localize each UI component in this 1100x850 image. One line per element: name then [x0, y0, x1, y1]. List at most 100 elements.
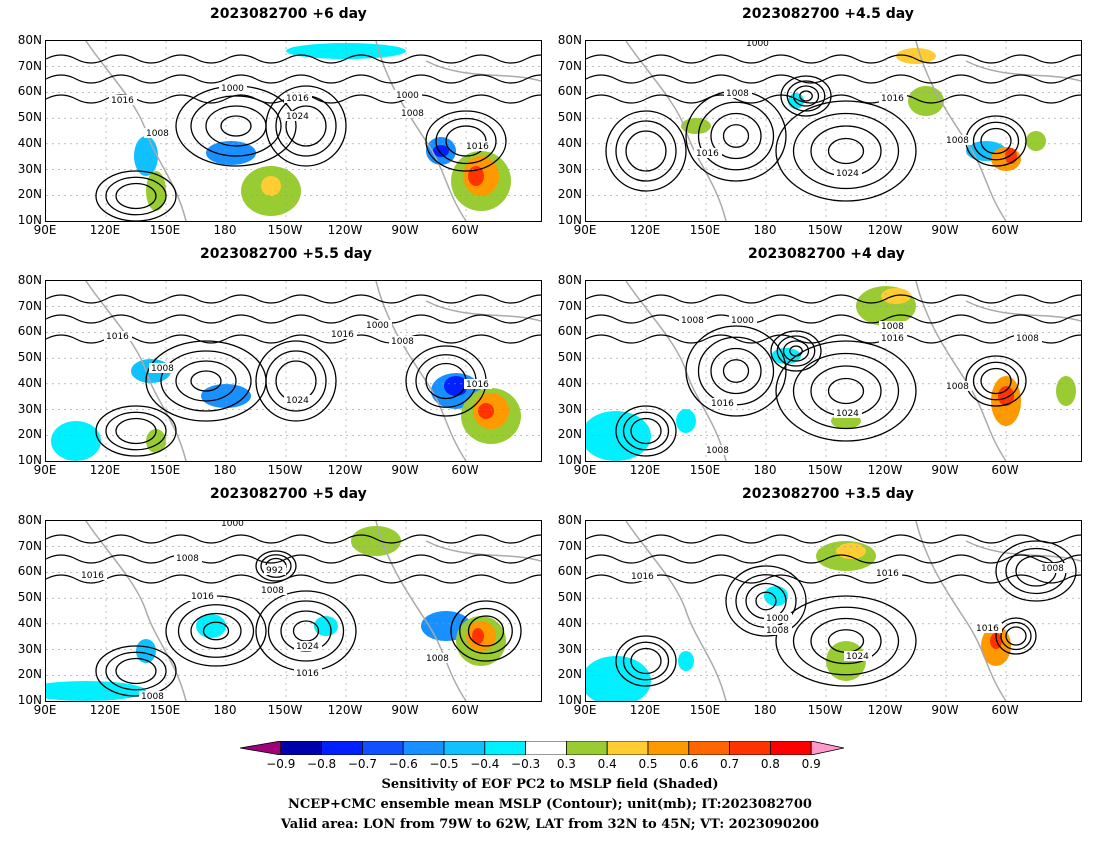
lat-tick-label: 80N: [557, 273, 582, 287]
lat-tick-label: 10N: [557, 213, 582, 227]
mslp-contour: [46, 314, 541, 324]
map-svg: 1000 1016 1024 1008 1016 1016 1000 1008: [46, 41, 541, 221]
mslp-contour: [630, 417, 662, 445]
caption-line-3: Valid area: LON from 79W to 62W, LAT fro…: [280, 817, 820, 832]
lat-tick-label: 80N: [17, 273, 42, 287]
contour-label: 1016: [976, 624, 999, 634]
mslp-contour: [255, 340, 337, 422]
mslp-contour: [775, 340, 917, 442]
lon-tick-label: 150W: [267, 703, 303, 717]
lat-tick-label: 10N: [557, 693, 582, 707]
mslp-contour: [810, 617, 882, 665]
lon-tick-label: 150E: [149, 703, 181, 717]
colorbar-segment: [565, 740, 608, 756]
sensitivity-shading: [1056, 376, 1076, 406]
mslp-contour: [450, 600, 522, 662]
colorbar-tick-label: 0.4: [597, 757, 617, 771]
lon-tick-label: 180: [213, 223, 237, 237]
mslp-contour: [792, 606, 900, 676]
lat-tick-label: 10N: [17, 453, 42, 467]
lon-tick-label: 150W: [807, 703, 843, 717]
contour-label: 1008: [401, 109, 424, 119]
contour-label: 1008: [1041, 564, 1064, 574]
contour-label: 1008: [391, 337, 414, 347]
lon-tick-label: 90W: [391, 463, 419, 477]
mslp-contour: [275, 95, 337, 157]
mslp-contour: [622, 641, 670, 681]
mslp-contour: [46, 334, 541, 344]
map-svg: 1000 1008 1016 1024 1016 1008: [586, 41, 1081, 221]
contour-label: 1000: [396, 91, 419, 101]
contour-label: 1008: [141, 692, 164, 701]
mslp-contour: [175, 360, 237, 402]
map-panel: 1016 1008 1024 1016 1000 1008 1016: [45, 280, 542, 462]
map-panel: 1016 1000 1008 1024 1016 1016 1008: [585, 520, 1082, 702]
lat-tick-label: 80N: [17, 513, 42, 527]
colorbar-segment: [239, 740, 282, 756]
lat-tick-label: 30N: [557, 401, 582, 416]
sensitivity-shading: [771, 348, 801, 364]
lon-tick-label: 180: [213, 463, 237, 477]
contour-label: 1016: [191, 592, 214, 602]
lat-tick-label: 50N: [17, 110, 42, 125]
mslp-contour: [615, 120, 677, 182]
lon-tick-label: 60W: [451, 463, 479, 477]
lon-tick-label: 90W: [931, 703, 959, 717]
caption-line-1: Sensitivity of EOF PC2 to MSLP field (Sh…: [381, 777, 719, 792]
lon-tick-label: 120W: [867, 223, 903, 237]
sensitivity-shading: [472, 628, 484, 644]
mslp-contour: [586, 574, 1081, 584]
mslp-contour: [710, 347, 762, 395]
map-panel: 1000 1008 1024 1016 1008 1008 1016 1008 1008: [585, 280, 1082, 462]
mslp-contour: [46, 554, 541, 564]
mslp-contour: [789, 345, 803, 357]
contour-label: 1000: [731, 316, 754, 326]
mslp-contour: [46, 534, 541, 544]
mslp-contour: [725, 565, 807, 637]
mslp-contour: [827, 377, 865, 405]
mslp-contour: [625, 130, 667, 172]
mslp-contour: [615, 405, 677, 457]
colorbar-tick-label: −0.9: [266, 757, 296, 771]
mslp-contour: [799, 90, 813, 102]
mslp-contour: [267, 600, 345, 662]
lat-tick-label: 10N: [557, 453, 582, 467]
mslp-contour: [46, 294, 541, 304]
lon-tick-label: 120W: [327, 703, 363, 717]
colorbar-tick-label: −0.7: [347, 757, 377, 771]
lon-tick-label: 90E: [573, 703, 597, 717]
contour-label: 1016: [466, 380, 489, 390]
mslp-contour: [685, 90, 787, 182]
contour-label: 1024: [836, 169, 859, 179]
lat-tick-label: 50N: [557, 590, 582, 605]
mslp-contour: [265, 85, 347, 167]
contour-label: 1016: [631, 572, 654, 582]
lat-tick-label: 60N: [17, 84, 42, 99]
lon-tick-label: 150W: [267, 463, 303, 477]
lat-tick-label: 70N: [17, 298, 42, 313]
map-svg: 1000 1008 992 1008 1016 1024 1016 1008 1016 1008: [46, 521, 541, 701]
contour-label: 1008: [146, 129, 169, 139]
contour-label: 1008: [946, 136, 969, 146]
contour-label: 1024: [836, 409, 859, 419]
contour-label: 1008: [766, 626, 789, 636]
mslp-contour: [115, 182, 157, 210]
contour-label: 1024: [846, 652, 869, 662]
mslp-contour: [425, 110, 507, 172]
colorbar-segment: [770, 740, 812, 756]
sensitivity-shading: [261, 176, 281, 196]
lon-tick-label: 90E: [33, 703, 57, 717]
mslp-contour: [995, 540, 1077, 602]
sensitivity-shading: [896, 48, 936, 64]
mslp-contour: [190, 370, 222, 392]
lon-tick-label: 150W: [807, 223, 843, 237]
lat-tick-label: 60N: [557, 324, 582, 339]
lon-tick-label: 150E: [689, 703, 721, 717]
mslp-contour: [770, 330, 822, 372]
mslp-contour: [586, 334, 1081, 344]
colorbar-tick-label: −0.4: [470, 757, 500, 771]
mslp-contour: [630, 647, 662, 675]
lat-tick-label: 30N: [17, 401, 42, 416]
mslp-contour: [622, 411, 670, 451]
lat-tick-label: 40N: [557, 135, 582, 150]
